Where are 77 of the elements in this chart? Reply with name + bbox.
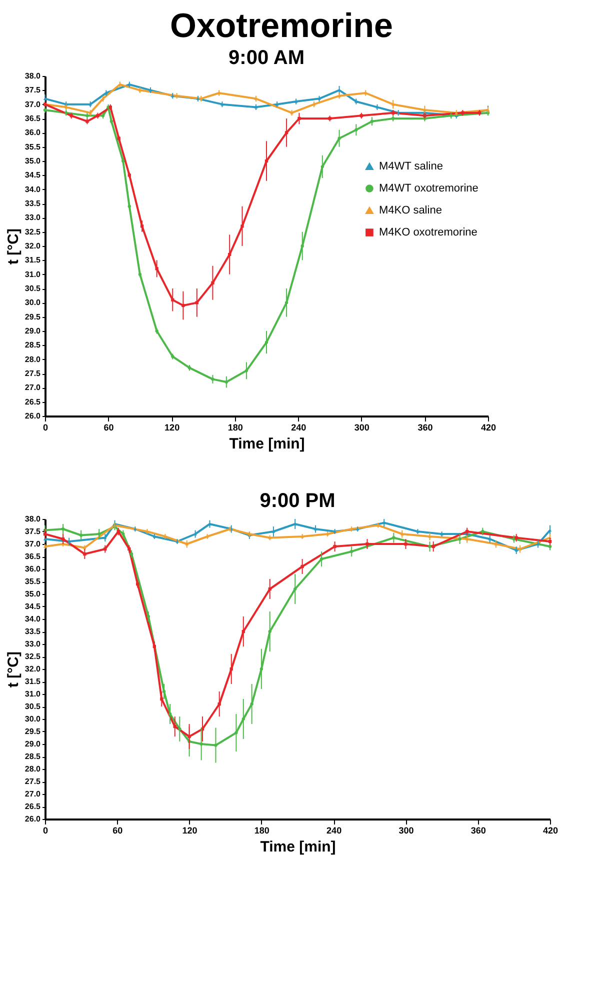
legend-label: M4WT saline [378, 160, 443, 172]
x-tick-label: 120 [182, 826, 198, 836]
y-tick-label: 37.5 [24, 86, 42, 95]
x-tick-label: 180 [254, 826, 270, 836]
y-tick-label: 35.0 [24, 590, 42, 598]
y-tick-label: 29.5 [24, 727, 42, 736]
y-tick-label: 31.0 [24, 690, 42, 698]
y-tick-label: 37.0 [24, 100, 42, 109]
y-tick-label: 34.0 [24, 184, 42, 194]
y-tick-label: 33.5 [24, 627, 42, 636]
y-tick-label: 33.0 [24, 213, 42, 222]
x-tick-label: 0 [42, 826, 48, 836]
y-tick-label: 31.5 [24, 677, 42, 686]
y-tick-label: 37.5 [24, 527, 42, 536]
y-tick-label: 32.0 [24, 242, 42, 250]
y-tick-label: 36.5 [24, 552, 42, 561]
x-tick-label: 0 [42, 422, 48, 432]
y-tick-label: 29.0 [24, 326, 42, 336]
y-tick-label: 34.0 [24, 614, 42, 624]
y-tick-label: 29.0 [24, 740, 42, 748]
y-tick-label: 32.5 [24, 227, 42, 236]
y-tick-label: 35.5 [24, 142, 42, 152]
legend-label: M4KO saline [378, 204, 442, 216]
y-tick-label: 28.5 [24, 340, 42, 350]
y-tick-label: 30.5 [24, 702, 42, 711]
y-tick-label: 32.0 [24, 664, 42, 674]
y-tick-label: 31.5 [24, 256, 42, 265]
y-tick-label: 27.5 [24, 369, 42, 378]
y-axis-title: t [°C] [4, 228, 22, 264]
y-tick-label: 36.0 [24, 128, 42, 138]
y-tick-label: 30.0 [24, 714, 42, 724]
x-tick-label: 360 [470, 826, 486, 836]
y-tick-label: 36.5 [24, 114, 42, 123]
x-tick-label: 360 [418, 422, 433, 432]
y-tick-label: 26.0 [24, 412, 42, 420]
x-tick-label: 180 [228, 422, 243, 432]
y-tick-label: 34.5 [24, 602, 42, 611]
y-tick-label: 32.5 [24, 652, 42, 661]
y-tick-label: 30.0 [24, 298, 42, 308]
y-tick-label: 28.0 [24, 764, 42, 774]
y-tick-label: 27.0 [24, 383, 42, 392]
x-tick-label: 240 [326, 826, 342, 836]
x-tick-label: 120 [164, 422, 180, 432]
legend-label: M4KO oxotremorine [378, 226, 478, 238]
x-tick-label: 60 [112, 826, 123, 836]
x-tick-label: 420 [542, 826, 558, 836]
y-tick-label: 36.0 [24, 564, 42, 574]
y-tick-label: 38.0 [24, 72, 42, 80]
y-tick-label: 28.5 [24, 752, 42, 761]
x-tick-label: 420 [480, 422, 496, 432]
y-tick-label: 35.0 [24, 156, 42, 166]
chart-title: Oxotremorine [170, 7, 393, 45]
y-tick-label: 26.5 [24, 397, 42, 406]
y-tick-label: 35.5 [24, 577, 42, 586]
y-tick-label: 28.0 [24, 354, 42, 364]
y-tick-label: 34.5 [24, 170, 42, 180]
legend-label: M4WT oxotremorine [378, 182, 478, 194]
x-tick-label: 300 [398, 826, 414, 836]
y-tick-label: 30.5 [24, 284, 42, 293]
y-tick-label: 33.5 [24, 199, 42, 208]
y-tick-label: 29.5 [24, 312, 42, 322]
y-tick-label: 27.0 [24, 790, 42, 798]
x-tick-label: 300 [354, 422, 370, 432]
x-tick-label: 240 [291, 422, 306, 432]
y-tick-label: 26.5 [24, 802, 42, 811]
y-tick-label: 26.0 [24, 814, 42, 824]
y-axis-title: t [°C] [4, 652, 22, 688]
chart-subtitle: 9:00 AM [228, 47, 304, 69]
x-axis-title: Time [min] [260, 838, 336, 856]
x-tick-label: 60 [104, 422, 114, 432]
y-tick-label: 37.0 [24, 540, 42, 548]
y-tick-label: 27.5 [24, 777, 42, 786]
y-tick-label: 38.0 [24, 514, 42, 524]
x-axis-title: Time [min] [229, 436, 305, 452]
y-tick-label: 33.0 [24, 640, 42, 648]
y-tick-label: 31.0 [24, 270, 42, 279]
chart-title: 9:00 PM [260, 490, 336, 512]
